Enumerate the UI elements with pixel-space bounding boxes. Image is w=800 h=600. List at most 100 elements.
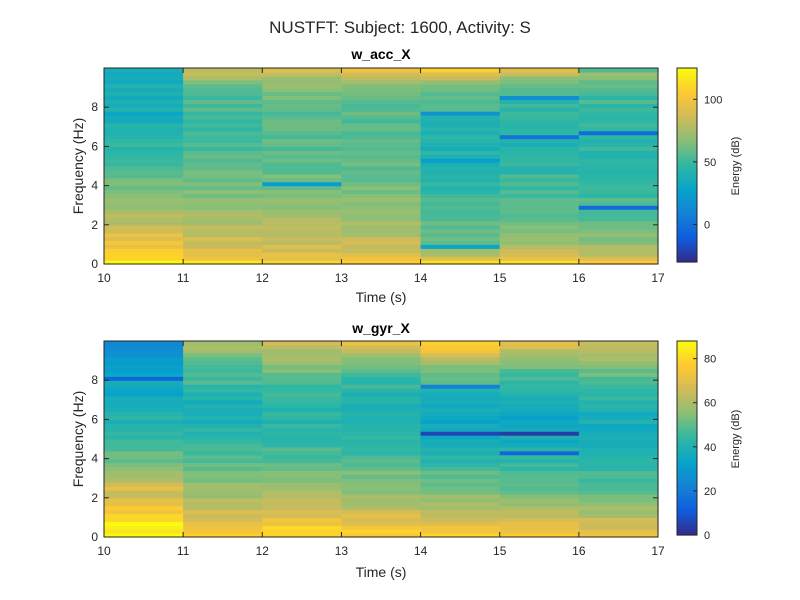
heatmap-cell [183, 138, 263, 144]
heatmap-cell [499, 213, 580, 218]
heatmap-cell [183, 177, 263, 183]
heatmap-cell [262, 384, 343, 389]
x-tick-label: 13 [335, 544, 349, 558]
colorbar-swatch [677, 483, 697, 488]
heatmap-cell [262, 435, 343, 440]
heatmap-cell [104, 431, 184, 436]
heatmap-cell [420, 252, 501, 257]
heatmap-cell [341, 103, 422, 108]
heatmap-cell [341, 486, 422, 491]
heatmap-cell [183, 99, 263, 104]
heatmap-cell [499, 169, 580, 175]
heatmap-cell [104, 478, 184, 483]
heatmap-cell [262, 150, 343, 155]
heatmap-cell [420, 521, 501, 526]
heatmap-cell [262, 513, 343, 518]
heatmap-cell [104, 79, 184, 85]
heatmap-cell [578, 341, 659, 346]
colorbar-swatch [677, 465, 697, 469]
x-tick-label: 15 [493, 544, 507, 558]
colorbar-swatch [677, 525, 697, 530]
heatmap-cell [104, 454, 184, 460]
heatmap-cell [341, 122, 422, 128]
colorbar-tick-label: 0 [704, 219, 710, 231]
heatmap-cell [420, 380, 501, 385]
colorbar-swatch [677, 219, 697, 224]
heatmap-cell [104, 474, 184, 479]
heatmap-cell [420, 391, 501, 397]
colorbar-swatch [677, 89, 697, 93]
colorbar-swatch [677, 201, 697, 206]
heatmap-cell [104, 130, 184, 136]
heatmap-cell [341, 348, 422, 354]
heatmap-cell [341, 517, 422, 522]
heatmap-cell [341, 193, 422, 198]
heatmap-cell [104, 142, 184, 147]
heatmap-cell [341, 474, 422, 479]
heatmap-cell [499, 391, 580, 397]
heatmap-cell [104, 360, 184, 366]
heatmap-cell [183, 134, 263, 140]
heatmap-cell [499, 493, 580, 499]
heatmap-cell [262, 497, 343, 503]
heatmap-cell [104, 158, 184, 163]
heatmap-cell [341, 177, 422, 183]
colorbar-swatch [677, 386, 697, 391]
heatmap-cell [104, 493, 184, 499]
heatmap-cell [578, 216, 659, 222]
heatmap-cell [104, 107, 184, 112]
heatmap-cell [578, 489, 659, 495]
heatmap-cell [104, 118, 184, 124]
heatmap-cell [578, 173, 659, 179]
heatmap-cell [262, 181, 343, 187]
colorbar-swatch [677, 401, 697, 406]
heatmap-cell [262, 193, 343, 198]
colorbar-swatch [677, 486, 697, 491]
heatmap-cell [104, 435, 184, 440]
colorbar-swatch [677, 125, 697, 130]
heatmap-cell [183, 197, 263, 202]
heatmap-cell [183, 193, 263, 198]
heatmap-cell [578, 466, 659, 471]
heatmap-cell [499, 134, 580, 140]
heatmap-cell [104, 517, 184, 522]
heatmap-cell [420, 244, 501, 249]
heatmap-cell [183, 403, 263, 409]
heatmap-cell [262, 517, 343, 522]
colorbar-swatch [677, 522, 697, 527]
heatmap-cell [578, 501, 659, 507]
heatmap-cell [420, 364, 501, 370]
heatmap-cell [183, 395, 263, 401]
colorbar-swatch [677, 347, 697, 351]
heatmap-cell [420, 142, 501, 147]
colorbar-swatch [677, 356, 697, 360]
heatmap-cell [262, 360, 343, 366]
heatmap-cell [262, 71, 343, 77]
heatmap-cell [183, 352, 263, 358]
heatmap-cell [104, 91, 184, 97]
heatmap-cell [341, 146, 422, 151]
heatmap-cell [420, 111, 501, 116]
colorbar-swatch [677, 501, 697, 506]
heatmap-cell [499, 193, 580, 198]
colorbar-swatch [677, 192, 697, 196]
heatmap-cell [578, 107, 659, 112]
heatmap-cell [420, 439, 501, 444]
colorbar-swatch [677, 462, 697, 466]
heatmap-cell [183, 220, 263, 226]
heatmap-cell [183, 431, 263, 436]
heatmap-cell [420, 181, 501, 187]
heatmap-cell [183, 446, 263, 452]
heatmap-cell [262, 209, 343, 214]
heatmap-cell [420, 501, 501, 507]
heatmap-cell [499, 521, 580, 526]
heatmap-cell [499, 501, 580, 507]
heatmap-cell [578, 388, 659, 393]
heatmap-cell [499, 384, 580, 389]
heatmap-cell [104, 341, 184, 346]
heatmap-cell [499, 248, 580, 253]
heatmap-cell [341, 521, 422, 526]
heatmap-cell [104, 446, 184, 452]
heatmap-cell [499, 348, 580, 354]
